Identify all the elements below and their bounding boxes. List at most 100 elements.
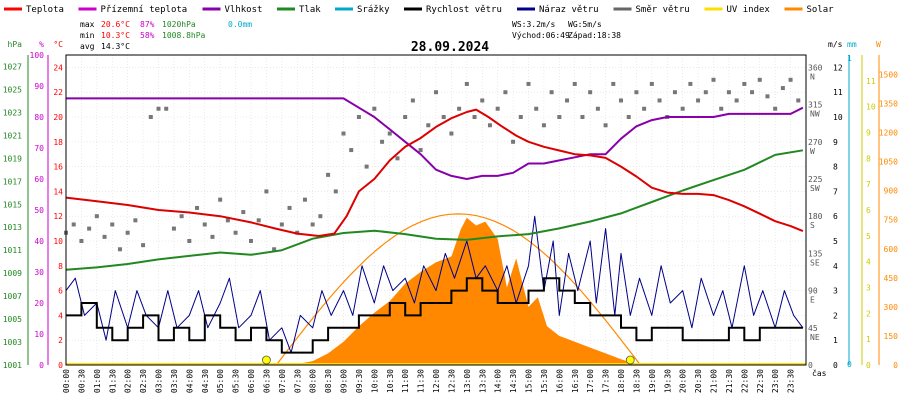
x-axis-tick: 01:00 — [93, 369, 102, 393]
wind-direction-point — [595, 106, 600, 111]
wind-direction-point — [495, 106, 500, 111]
legend-label: Vlhkost — [225, 5, 263, 15]
stat-min-hum: 58% — [140, 31, 155, 40]
wind-direction-point — [480, 98, 485, 103]
temperature-axis-tick: 20 — [53, 113, 63, 122]
stat-min-press: 1008.8hPa — [162, 31, 206, 40]
pressure-axis-tick: 1003 — [3, 338, 22, 347]
direction-axis-tick: 270 — [808, 138, 823, 147]
uv-axis-tick: 2 — [866, 309, 871, 318]
pressure-line — [65, 149, 804, 271]
wind-direction-point — [688, 81, 693, 86]
wind-direction-point — [225, 218, 230, 223]
wind-direction-point — [264, 189, 269, 194]
x-axis-tick: 23:30 — [787, 369, 796, 393]
direction-axis-label: S — [810, 221, 815, 230]
wind-direction-point — [71, 222, 76, 227]
direction-axis-label: SE — [810, 258, 820, 267]
wind-axis-tick: 8 — [833, 163, 838, 172]
direction-axis-label: SW — [810, 184, 820, 193]
direction-axis-tick: 225 — [808, 175, 823, 184]
sun-marker — [262, 355, 271, 365]
temperature-axis-tick: 24 — [53, 63, 63, 72]
wind-direction-point — [156, 106, 161, 111]
humidity-axis-tick: 90 — [34, 82, 44, 91]
uv-axis-tick: 4 — [866, 258, 871, 267]
humidity-axis-tick: 60 — [34, 175, 44, 184]
stat-max-hum: 87% — [140, 20, 155, 29]
wind-direction-point — [241, 210, 246, 215]
wind-direction-point — [333, 189, 338, 194]
legend-label: Srážky — [357, 5, 390, 15]
x-axis-tick: 22:30 — [756, 369, 765, 393]
wind-direction-point — [279, 222, 284, 227]
temperature-axis-tick: 0 — [58, 361, 63, 370]
x-axis-tick: 02:30 — [139, 369, 148, 393]
legend-label: Rychlost větru — [426, 5, 502, 15]
uv-axis-tick: 7 — [866, 180, 871, 189]
x-axis-tick: 10:30 — [386, 369, 395, 393]
legend-label: Solar — [807, 5, 835, 15]
wind-direction-point — [626, 115, 631, 119]
wind-direction-point — [310, 222, 315, 227]
humidity-axis-tick: 50 — [34, 206, 44, 215]
x-axis-tick: 13:00 — [463, 369, 472, 393]
wind-direction-point — [726, 90, 731, 95]
wind-direction-point — [387, 131, 392, 136]
wind-axis-unit: m/s — [828, 40, 843, 49]
temperature-axis-unit: °C — [53, 40, 63, 49]
temperature-axis-tick: 18 — [53, 138, 63, 147]
x-axis-tick: 02:00 — [124, 369, 133, 393]
wind-direction-point — [757, 77, 762, 82]
wind-direction-point — [426, 123, 431, 128]
x-axis-tick: 05:30 — [232, 369, 241, 393]
wind-direction-point — [79, 239, 84, 243]
legend-label: Náraz větru — [539, 5, 599, 15]
direction-axis-label: N — [810, 72, 815, 81]
wind-direction-point — [526, 81, 531, 86]
wind-direction-point — [202, 222, 207, 227]
wind-direction-point — [649, 81, 654, 86]
solar-axis-tick: 1200 — [879, 129, 898, 138]
wind-direction-point — [364, 164, 369, 169]
x-axis-tick: 08:30 — [324, 369, 333, 393]
stat-sunset: Západ:18:38 — [568, 31, 621, 40]
pressure-axis-unit: hPa — [8, 40, 23, 49]
humidity-axis-tick: 30 — [34, 268, 44, 277]
x-axis-tick: 23:00 — [771, 369, 780, 393]
wind-direction-point — [588, 90, 593, 95]
solar-axis-tick: 450 — [884, 274, 899, 283]
humidity-line — [66, 97, 804, 180]
legend-label: UV index — [727, 5, 771, 15]
pressure-axis-tick: 1027 — [3, 62, 22, 71]
wind-direction-point — [557, 115, 562, 119]
x-axis-tick: 14:00 — [494, 369, 503, 393]
wind-axis-tick: 1 — [833, 336, 838, 345]
stat-avg-temp: 14.3°C — [101, 42, 130, 51]
direction-axis-tick: 0 — [808, 361, 813, 370]
stat-ws: WS:3.2m/s — [512, 20, 556, 29]
stat-min-temp: 10.3°C — [101, 31, 130, 40]
humidity-axis-tick: 100 — [30, 51, 45, 60]
direction-axis-tick: 45 — [808, 324, 818, 333]
wind-direction-point — [395, 156, 400, 161]
uv-axis-tick: 9 — [866, 129, 871, 138]
temperature-axis-tick: 10 — [53, 237, 63, 246]
pressure-axis-tick: 1001 — [3, 361, 22, 370]
pressure-axis-tick: 1007 — [3, 292, 22, 301]
temperature-axis-tick: 22 — [53, 88, 63, 97]
x-axis-tick: 15:30 — [540, 369, 549, 393]
wind-direction-point — [418, 148, 423, 153]
wind-direction-point — [642, 106, 647, 111]
pressure-axis-tick: 1009 — [3, 269, 22, 278]
x-axis-tick: 21:30 — [725, 369, 734, 393]
wind-direction-point — [788, 77, 793, 82]
pressure-axis-tick: 1011 — [3, 246, 22, 255]
wind-axis-tick: 3 — [833, 287, 838, 296]
x-axis-tick: 04:30 — [201, 369, 210, 393]
x-axis-tick: 03:00 — [155, 369, 164, 393]
rain-axis-tick: 1 — [847, 54, 852, 63]
wind-direction-point — [272, 247, 277, 252]
